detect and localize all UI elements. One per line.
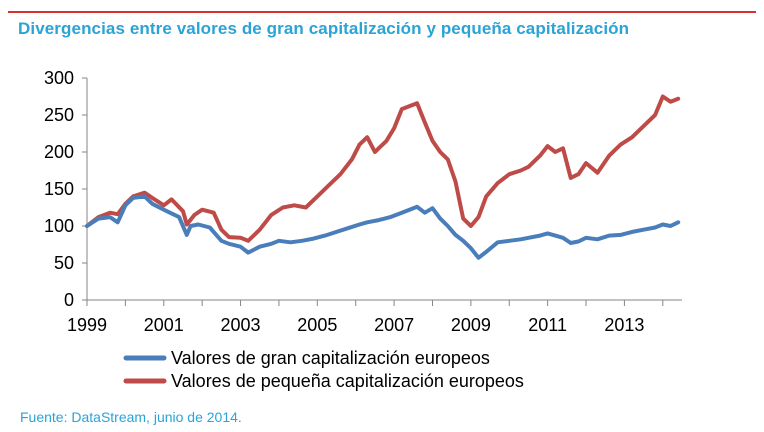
- x-tick-label: 2011: [528, 315, 567, 335]
- x-tick-label: 2009: [451, 315, 491, 335]
- header-accent-rule: [8, 11, 756, 13]
- y-tick-label: 300: [44, 68, 74, 88]
- source-note: Fuente: DataStream, junio de 2014.: [20, 409, 242, 425]
- x-tick-label: 2001: [144, 315, 184, 335]
- x-tick-label: 2007: [374, 315, 414, 335]
- chart-title: Divergencias entre valores de gran capit…: [18, 19, 630, 38]
- y-tick-label: 200: [44, 142, 74, 162]
- y-tick-label: 100: [44, 216, 74, 236]
- legend-label-small-cap: Valores de pequeña capitalización europe…: [171, 371, 524, 391]
- x-tick-label: 2013: [604, 315, 644, 335]
- y-tick-label: 0: [64, 290, 74, 310]
- x-tick-label: 1999: [67, 315, 107, 335]
- y-tick-label: 50: [54, 253, 74, 273]
- chart-legend: Valores de gran capitalización europeos V…: [123, 348, 524, 391]
- chart-axes: 0 50 100 150 200 250 300 1999 2001 2003 2005 2007 20…: [44, 68, 682, 335]
- series-line-small-cap: [85, 94, 681, 243]
- series-line-large-cap: [85, 194, 681, 260]
- y-tick-label: 150: [44, 179, 74, 199]
- y-tick-label: 250: [44, 105, 74, 125]
- x-tick-label: 2003: [221, 315, 261, 335]
- legend-label-large-cap: Valores de gran capitalización europeos: [171, 348, 490, 368]
- x-tick-label: 2005: [297, 315, 337, 335]
- chart-series: [85, 94, 681, 260]
